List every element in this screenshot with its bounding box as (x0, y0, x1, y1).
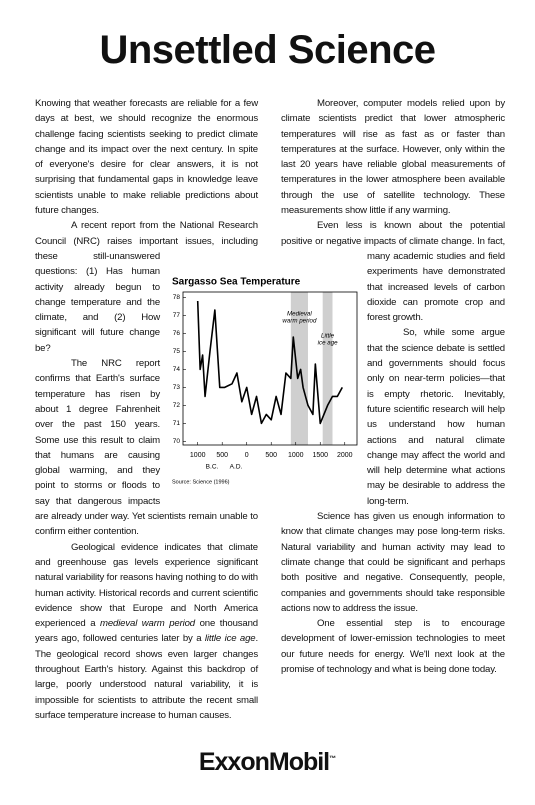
right-column: Moreover, computer models relied upon by… (281, 96, 505, 677)
period-band (322, 292, 333, 445)
text-run: . The geological record shows even large… (35, 633, 259, 721)
paragraph: The NRC report confirms that Earth's sur… (35, 358, 258, 538)
data-line (196, 300, 344, 425)
x-tick-label: 1000 (190, 452, 206, 459)
italic-text: little ice age (204, 633, 256, 645)
x-tick-label: 500 (216, 452, 228, 459)
text-run: one thousand years ago, followed centuri… (35, 618, 258, 645)
chart-title: Sargasso Sea Temperature (172, 277, 301, 288)
y-tick-label: 72 (173, 402, 181, 409)
x-tick-label: 2000 (337, 452, 353, 459)
y-tick-label: 78 (173, 294, 181, 301)
y-tick-label: 71 (173, 420, 181, 427)
paragraph: Moreover, computer models relied upon by… (281, 98, 505, 217)
x-tick-label: 500 (265, 452, 277, 459)
band-label: ice age (318, 340, 339, 347)
logo-mark: ™ (329, 755, 337, 763)
paragraph: Geological evidence indicates that clima… (35, 540, 258, 724)
band-label: Medieval (287, 311, 312, 318)
y-tick-label: 77 (173, 312, 181, 319)
title: Unsettled Science (99, 28, 436, 72)
paragraph: Knowing that weather forecasts are relia… (35, 98, 258, 217)
x-tick-label: 1500 (312, 452, 328, 459)
x-tick-label: 0 (245, 452, 249, 459)
x-tick-label: 1000 (288, 452, 304, 459)
paragraph: Science has given us enough information … (281, 511, 505, 614)
y-tick-label: 75 (173, 348, 181, 355)
paragraph: A recent report from the National Resear… (35, 220, 258, 354)
italic-text: medieval warm period (99, 618, 195, 630)
era-label: A.D. (230, 464, 243, 471)
chart: Sargasso Sea Temperature °F B.C. A.D. So… (168, 272, 360, 490)
band-label: warm period (282, 318, 317, 325)
paragraph: Even less is known about the potential p… (281, 220, 505, 324)
plot-frame (182, 291, 358, 446)
band-label: Little (321, 333, 335, 340)
paragraph: One essential step is to encourage devel… (281, 618, 505, 675)
logo-text: ExxonMobil (198, 748, 330, 776)
logo: ExxonMobil™ (0, 748, 535, 777)
paragraph: So, while some argue that the science de… (367, 327, 505, 507)
text-run: Geological evidence indicates that clima… (35, 541, 258, 630)
y-tick-label: 76 (173, 330, 181, 337)
y-tick-label: 74 (173, 366, 181, 373)
period-band (290, 292, 308, 445)
source: Source: Science (1996) (172, 479, 230, 485)
left-column: Knowing that weather forecasts are relia… (35, 96, 258, 723)
y-tick-label: 70 (173, 438, 181, 445)
y-tick-label: 73 (173, 384, 181, 391)
era-label: B.C. (206, 464, 219, 471)
